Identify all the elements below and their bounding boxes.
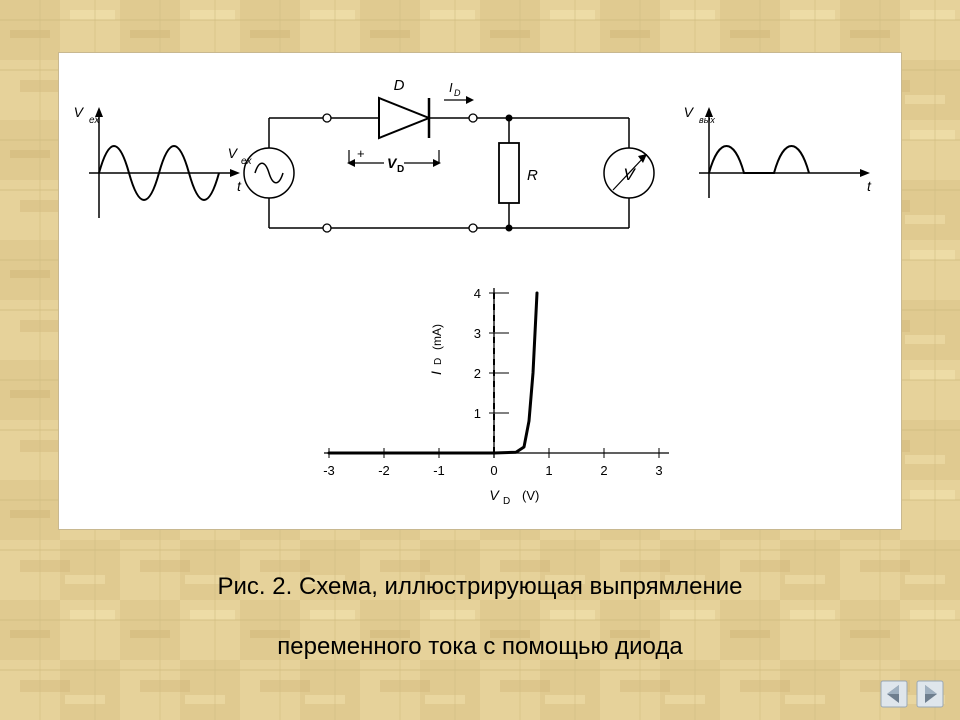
svg-text:0: 0 (490, 463, 497, 478)
svg-text:(mA): (mA) (430, 324, 444, 350)
diode-label: D (394, 77, 405, 94)
svg-text:-3: -3 (323, 463, 335, 478)
composite-diagram: V ex t V ex (59, 53, 901, 529)
svg-text:t: t (237, 178, 242, 194)
svg-text:V: V (74, 104, 85, 120)
input-waveform: V ex t (74, 104, 242, 218)
svg-text:2: 2 (600, 463, 607, 478)
diagram-panel: V ex t V ex (58, 52, 902, 530)
svg-text:-1: -1 (433, 463, 445, 478)
svg-text:V: V (684, 104, 695, 120)
svg-text:2: 2 (474, 366, 481, 381)
svg-text:3: 3 (474, 326, 481, 341)
svg-text:вых: вых (699, 115, 715, 125)
figure-caption-line1: Рис. 2. Схема, иллюстрирующая выпрямлени… (0, 570, 960, 604)
rectifier-circuit: V ex D I D (228, 77, 654, 232)
svg-text:-2: -2 (378, 463, 390, 478)
vd-polarity: + (357, 146, 365, 161)
svg-text:I: I (449, 80, 453, 95)
svg-text:D: D (397, 164, 404, 175)
svg-text:ex: ex (241, 156, 253, 167)
iv-curve: 1 2 3 4 -3 -2 -1 0 (323, 286, 669, 507)
slide: V ex t V ex (0, 0, 960, 720)
output-waveform: V вых t (684, 104, 872, 198)
resistor (499, 143, 519, 203)
resistor-label: R (527, 167, 538, 184)
svg-text:4: 4 (474, 286, 481, 301)
nav-buttons (880, 680, 944, 708)
svg-text:(V): (V) (522, 488, 539, 503)
svg-text:I: I (428, 371, 444, 375)
svg-text:V: V (228, 145, 239, 161)
svg-text:t: t (867, 178, 872, 194)
terminal (323, 114, 331, 122)
svg-text:1: 1 (474, 406, 481, 421)
diode (379, 98, 429, 138)
svg-text:3: 3 (655, 463, 662, 478)
prev-button[interactable] (880, 680, 908, 708)
svg-text:1: 1 (545, 463, 552, 478)
svg-text:ex: ex (89, 115, 101, 126)
next-button[interactable] (916, 680, 944, 708)
svg-text:D: D (454, 88, 461, 98)
svg-text:D: D (433, 358, 444, 365)
figure-caption-line2: переменного тока с помощью диода (0, 630, 960, 664)
svg-text:D: D (503, 496, 510, 507)
svg-text:V: V (489, 487, 500, 503)
